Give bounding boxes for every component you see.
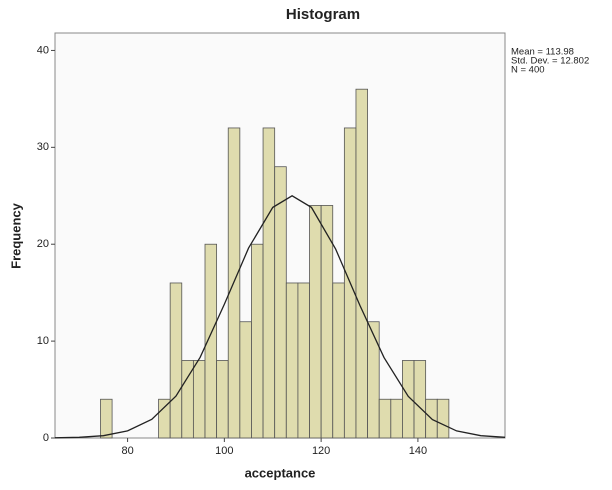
bar <box>332 282 345 439</box>
x-tick-label: 120 <box>312 445 330 457</box>
y-tick-label: 10 <box>37 335 49 347</box>
bar <box>239 321 252 439</box>
bar <box>367 321 380 439</box>
bar <box>251 243 264 439</box>
normal-curve <box>54 195 506 439</box>
y-tick-label: 40 <box>37 44 49 56</box>
bar <box>297 282 310 439</box>
bar <box>158 398 171 439</box>
bar <box>262 127 276 439</box>
bar <box>309 205 322 439</box>
stats-text: N = 400 <box>511 65 545 76</box>
bar <box>100 398 113 439</box>
bar <box>216 360 229 439</box>
bar <box>378 398 392 439</box>
bar <box>355 88 368 439</box>
bar <box>390 398 403 439</box>
x-axis-label: acceptance <box>245 465 316 480</box>
bar <box>402 360 415 439</box>
stats-text: Mean = 113.98 <box>511 47 574 58</box>
chart-title: Histogram <box>286 6 360 23</box>
y-tick-label: 30 <box>37 141 49 153</box>
y-tick-label: 0 <box>43 432 49 444</box>
bar <box>413 360 427 439</box>
bar <box>204 243 218 439</box>
bar <box>436 398 450 439</box>
bar <box>274 166 287 439</box>
bar <box>169 282 183 439</box>
x-tick-label: 100 <box>215 445 233 457</box>
stats-text: Std. Dev. = 12.802 <box>511 56 589 67</box>
x-tick-label: 80 <box>121 445 133 457</box>
bar <box>192 360 206 439</box>
y-axis-label: Frequency <box>8 202 23 269</box>
bar <box>285 282 299 439</box>
x-tick-label: 140 <box>409 445 427 457</box>
y-tick-label: 20 <box>37 238 49 250</box>
